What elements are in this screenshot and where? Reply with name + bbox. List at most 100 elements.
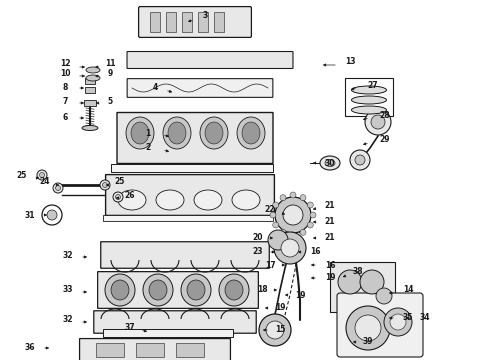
Ellipse shape bbox=[86, 67, 100, 73]
FancyBboxPatch shape bbox=[103, 329, 233, 337]
Ellipse shape bbox=[265, 53, 279, 63]
Circle shape bbox=[307, 202, 313, 208]
Ellipse shape bbox=[143, 274, 173, 306]
FancyBboxPatch shape bbox=[98, 272, 258, 309]
Text: 1: 1 bbox=[146, 129, 150, 138]
Text: 17: 17 bbox=[265, 261, 275, 270]
Ellipse shape bbox=[219, 274, 249, 306]
Ellipse shape bbox=[201, 165, 223, 171]
Text: 10: 10 bbox=[60, 69, 70, 78]
Circle shape bbox=[268, 230, 288, 250]
Circle shape bbox=[102, 183, 107, 188]
Ellipse shape bbox=[205, 122, 223, 144]
Circle shape bbox=[113, 192, 123, 202]
Circle shape bbox=[355, 155, 365, 165]
Circle shape bbox=[116, 194, 121, 199]
Circle shape bbox=[390, 314, 406, 330]
Ellipse shape bbox=[126, 117, 154, 149]
Text: 25: 25 bbox=[17, 171, 27, 180]
FancyBboxPatch shape bbox=[166, 12, 176, 32]
FancyBboxPatch shape bbox=[136, 343, 164, 357]
Circle shape bbox=[310, 212, 316, 218]
Text: 32: 32 bbox=[63, 315, 73, 324]
FancyBboxPatch shape bbox=[337, 293, 423, 357]
Text: 36: 36 bbox=[25, 342, 35, 351]
FancyBboxPatch shape bbox=[127, 51, 293, 68]
Ellipse shape bbox=[243, 53, 257, 63]
Ellipse shape bbox=[156, 190, 184, 210]
Circle shape bbox=[53, 183, 63, 193]
Circle shape bbox=[384, 308, 412, 336]
Text: 26: 26 bbox=[125, 190, 135, 199]
Circle shape bbox=[371, 115, 385, 129]
Bar bbox=[85, 78, 95, 84]
Circle shape bbox=[40, 172, 45, 177]
Circle shape bbox=[346, 306, 390, 350]
FancyBboxPatch shape bbox=[139, 6, 251, 37]
Circle shape bbox=[42, 205, 62, 225]
Circle shape bbox=[37, 170, 47, 180]
Circle shape bbox=[266, 321, 284, 339]
Text: 38: 38 bbox=[353, 267, 363, 276]
Circle shape bbox=[300, 195, 306, 201]
Circle shape bbox=[47, 210, 57, 220]
Ellipse shape bbox=[351, 96, 387, 104]
Text: 24: 24 bbox=[40, 177, 50, 186]
Text: 19: 19 bbox=[295, 291, 305, 300]
Ellipse shape bbox=[242, 122, 260, 144]
Circle shape bbox=[270, 212, 276, 218]
FancyBboxPatch shape bbox=[150, 12, 160, 32]
Circle shape bbox=[350, 150, 370, 170]
Text: 14: 14 bbox=[403, 285, 413, 294]
Text: 30: 30 bbox=[325, 158, 335, 167]
Text: 19: 19 bbox=[275, 303, 285, 312]
Ellipse shape bbox=[82, 126, 98, 130]
Text: 8: 8 bbox=[62, 82, 68, 91]
Ellipse shape bbox=[200, 117, 228, 149]
FancyBboxPatch shape bbox=[214, 12, 224, 32]
Circle shape bbox=[338, 270, 362, 294]
Text: 33: 33 bbox=[63, 285, 73, 294]
Text: 34: 34 bbox=[420, 314, 430, 323]
Text: 7: 7 bbox=[62, 98, 68, 107]
Ellipse shape bbox=[221, 53, 235, 63]
Ellipse shape bbox=[181, 274, 211, 306]
Circle shape bbox=[272, 202, 279, 208]
Text: 4: 4 bbox=[152, 82, 158, 91]
Circle shape bbox=[283, 205, 303, 225]
Text: 39: 39 bbox=[363, 338, 373, 346]
Circle shape bbox=[360, 270, 384, 294]
Ellipse shape bbox=[199, 53, 213, 63]
Circle shape bbox=[280, 195, 286, 201]
Text: 13: 13 bbox=[345, 58, 355, 67]
Text: 19: 19 bbox=[325, 274, 335, 283]
FancyBboxPatch shape bbox=[198, 12, 208, 32]
Text: 32: 32 bbox=[63, 251, 73, 260]
Circle shape bbox=[259, 314, 291, 346]
FancyBboxPatch shape bbox=[101, 242, 270, 268]
Circle shape bbox=[275, 197, 311, 233]
Ellipse shape bbox=[131, 122, 149, 144]
Ellipse shape bbox=[187, 280, 205, 300]
FancyBboxPatch shape bbox=[182, 12, 192, 32]
Text: 16: 16 bbox=[325, 261, 335, 270]
Text: 5: 5 bbox=[107, 98, 113, 107]
FancyBboxPatch shape bbox=[127, 78, 273, 97]
Text: 15: 15 bbox=[275, 325, 285, 334]
Circle shape bbox=[365, 109, 391, 135]
Text: 11: 11 bbox=[105, 59, 115, 68]
Circle shape bbox=[281, 239, 299, 257]
Bar bbox=[84, 100, 96, 106]
Ellipse shape bbox=[237, 117, 265, 149]
Circle shape bbox=[100, 180, 110, 190]
Ellipse shape bbox=[163, 117, 191, 149]
Circle shape bbox=[55, 185, 60, 190]
FancyBboxPatch shape bbox=[96, 343, 124, 357]
Circle shape bbox=[274, 232, 306, 264]
Text: 6: 6 bbox=[62, 113, 68, 122]
Text: 25: 25 bbox=[115, 177, 125, 186]
Ellipse shape bbox=[168, 122, 186, 144]
Ellipse shape bbox=[232, 190, 260, 210]
Circle shape bbox=[376, 288, 392, 304]
Ellipse shape bbox=[121, 165, 143, 171]
